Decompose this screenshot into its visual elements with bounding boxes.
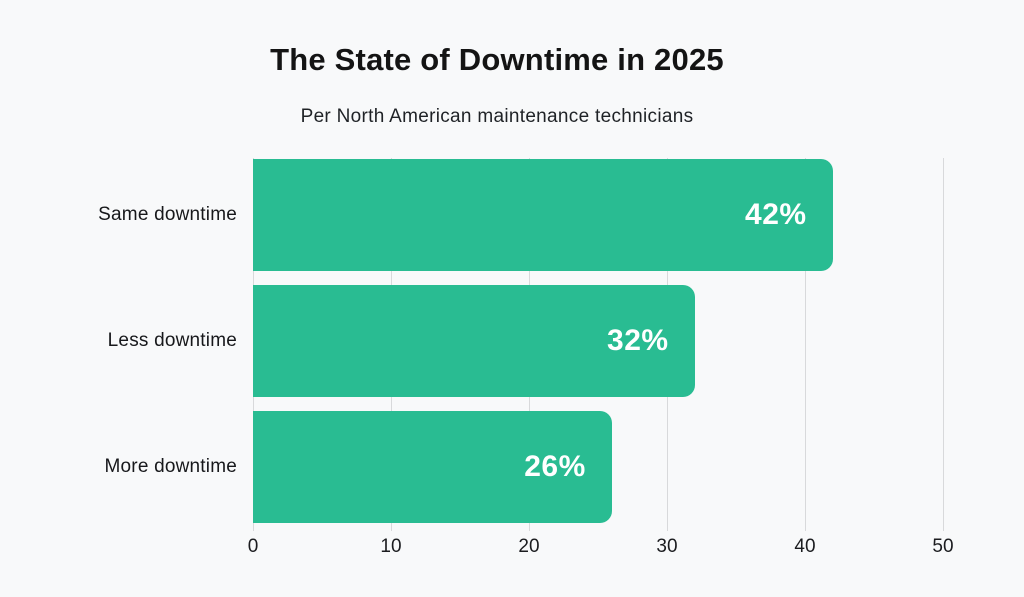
x-tick-label: 50 — [932, 536, 954, 557]
chart-subtitle: Per North American maintenance technicia… — [300, 106, 694, 127]
x-tick-label: 0 — [247, 536, 259, 557]
x-tick-label: 10 — [380, 536, 402, 557]
gridline — [943, 158, 944, 531]
bar-rows: Same downtime 42% Less downtime 32% More dow… — [98, 159, 943, 523]
bar-value-label: 32% — [607, 324, 669, 357]
bar-value-label: 26% — [524, 450, 586, 483]
bar-chart-plot-area: Same downtime 42% Less downtime 32% More dow… — [98, 158, 954, 568]
category-label: Less downtime — [107, 330, 237, 351]
chart-title: The State of Downtime in 2025 — [270, 42, 724, 77]
x-tick-label: 40 — [794, 536, 816, 557]
bar-row: Same downtime 42% — [98, 159, 943, 271]
x-tick-label: 20 — [518, 536, 540, 557]
x-tick-label: 30 — [656, 536, 678, 557]
gridline — [805, 158, 806, 531]
bar-row: More downtime 26% — [105, 411, 943, 523]
category-label: Same downtime — [98, 204, 237, 225]
category-label: More downtime — [104, 456, 237, 477]
bar: 42% — [253, 159, 833, 271]
bar: 32% — [253, 285, 695, 397]
bar-row: Less downtime 32% — [108, 285, 943, 397]
bar: 26% — [253, 411, 612, 523]
bar-value-label: 42% — [745, 198, 807, 231]
x-axis-ticks: 0 10 20 30 40 50 — [248, 536, 954, 562]
